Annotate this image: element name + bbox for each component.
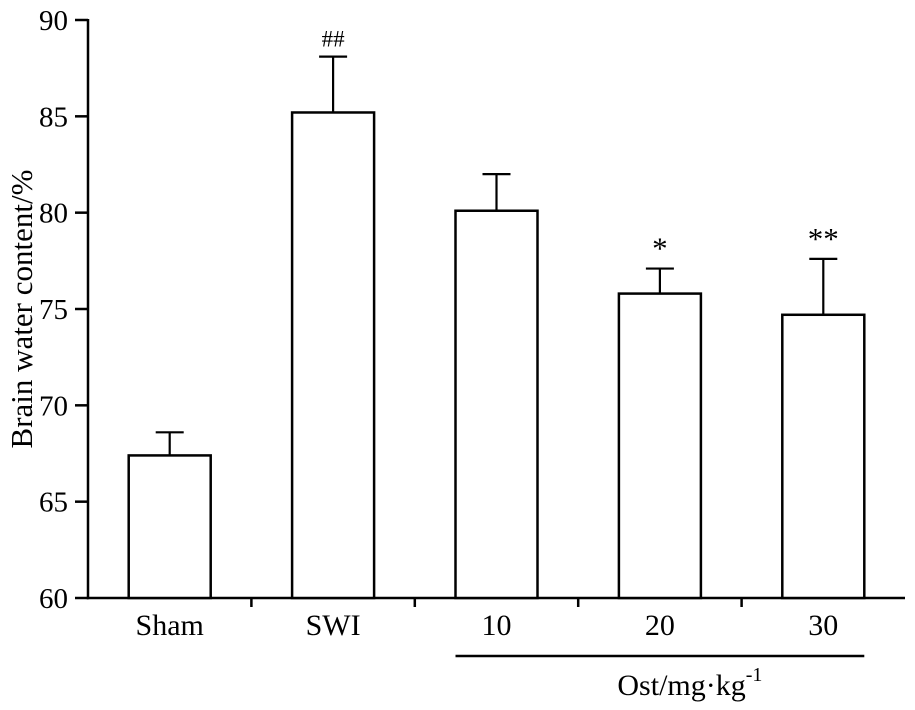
category-label: 30 — [808, 609, 838, 642]
bar-annotation: ** — [808, 221, 839, 256]
y-tick-label: 80 — [39, 198, 68, 230]
y-tick-label: 60 — [39, 583, 68, 615]
y-tick-label: 90 — [39, 5, 68, 37]
y-tick-label: 70 — [39, 390, 68, 422]
bar-annotation: * — [652, 231, 668, 266]
category-label: SWI — [306, 609, 361, 642]
category-label: 10 — [482, 609, 512, 642]
bar — [781, 313, 866, 600]
y-axis-label: Brain water content/% — [4, 170, 39, 449]
y-tick-label: 85 — [39, 101, 68, 133]
y-tick-label: 75 — [39, 294, 68, 326]
category-label: 20 — [645, 609, 675, 642]
group-label: Ost/mg·kg-1 — [617, 664, 762, 702]
y-tick-label: 65 — [39, 487, 68, 519]
bar-annotation: ## — [322, 27, 346, 52]
bar — [127, 454, 212, 600]
category-label: Sham — [136, 609, 204, 642]
bar — [617, 292, 703, 600]
bar — [290, 111, 376, 600]
bar — [454, 209, 539, 600]
